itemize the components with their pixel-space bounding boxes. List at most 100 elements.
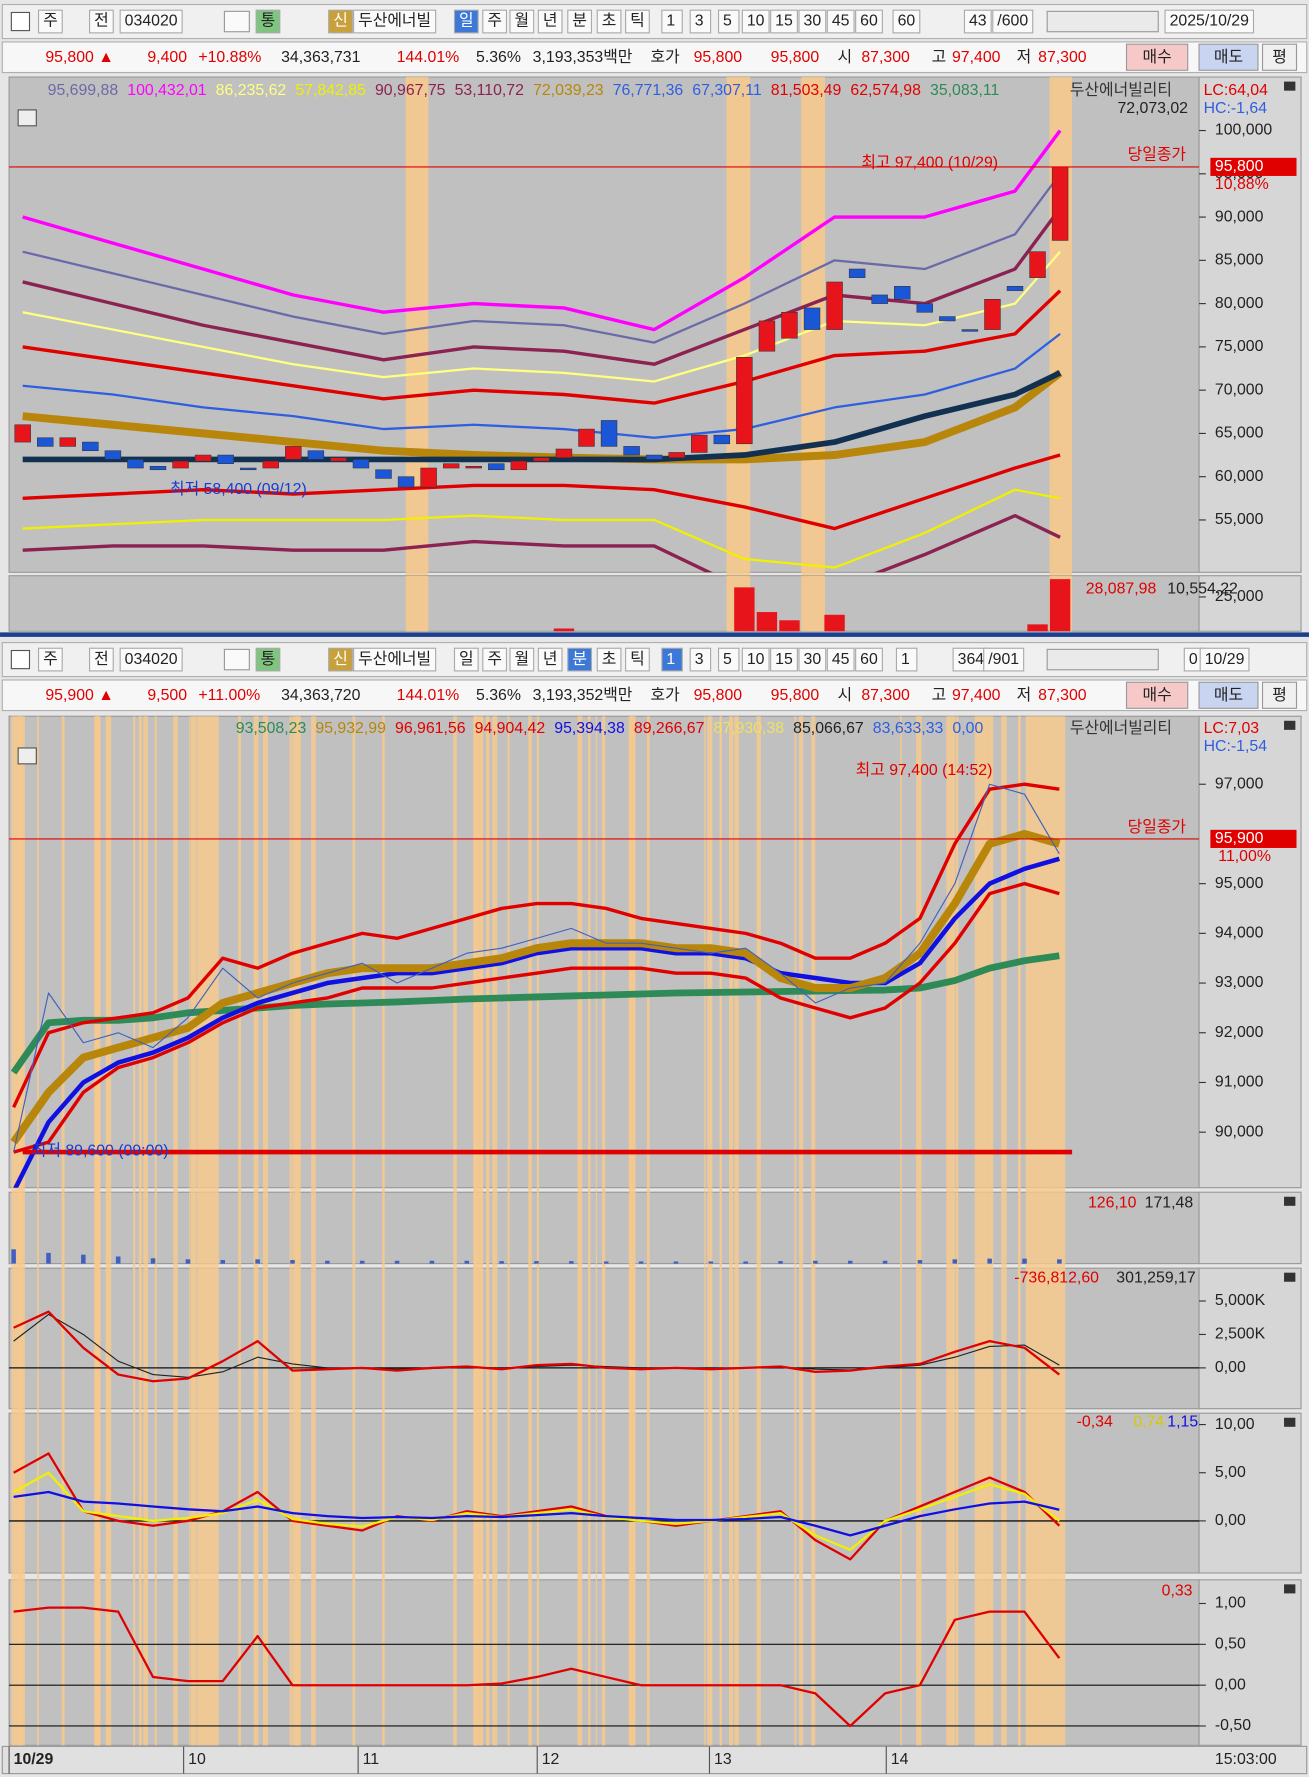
toolbar-label[interactable]: 43 [969, 13, 987, 30]
order-button-label[interactable]: 매수 [1143, 48, 1172, 66]
toolbar-button[interactable] [625, 9, 650, 34]
toolbar-label[interactable]: 364 [958, 651, 985, 668]
order-button-label[interactable]: 매도 [1214, 686, 1243, 704]
toolbar-button[interactable] [567, 647, 593, 672]
toolbar-button[interactable] [328, 9, 353, 34]
toolbar-label[interactable]: 통 [261, 650, 276, 668]
toolbar-label[interactable]: 15 [775, 13, 793, 30]
order-button[interactable] [1261, 681, 1298, 709]
toolbar-button[interactable] [855, 647, 883, 672]
toolbar-button[interactable] [741, 9, 770, 34]
toolbar-label[interactable]: 두산에너빌 [358, 12, 431, 30]
toolbar-button[interactable] [892, 9, 921, 34]
toolbar-button[interactable] [855, 9, 883, 34]
toolbar-button[interactable] [596, 9, 622, 34]
toolbar-button[interactable] [992, 9, 1034, 34]
panel-close[interactable] [1284, 1272, 1296, 1282]
toolbar-button[interactable] [798, 9, 827, 34]
order-button[interactable] [1125, 43, 1189, 71]
toolbar-label[interactable]: 15 [775, 651, 793, 668]
toolbar-label[interactable]: 45 [832, 651, 850, 668]
toolbar-label[interactable]: 주 [487, 13, 502, 30]
toolbar-button[interactable] [567, 9, 593, 34]
order-button[interactable] [1198, 681, 1259, 709]
toolbar-label[interactable]: 월 [515, 12, 530, 30]
toolbar-label[interactable]: 년 [543, 12, 558, 30]
toolbar-label[interactable]: 0 [1189, 651, 1198, 668]
toolbar-label[interactable]: 10 [747, 13, 765, 30]
toolbar-label[interactable]: 5 [723, 13, 732, 30]
toolbar-button[interactable] [798, 647, 827, 672]
toolbar-button[interactable] [119, 9, 183, 34]
order-button[interactable] [1125, 681, 1189, 709]
toolbar-label[interactable]: 3 [695, 651, 704, 668]
toolbar-button[interactable] [826, 647, 855, 672]
toolbar-label[interactable]: 30 [804, 13, 822, 30]
toolbar-button[interactable] [661, 9, 683, 34]
toolbar-label[interactable]: 틱 [630, 12, 645, 30]
search-icon[interactable] [223, 648, 250, 671]
toolbar-label[interactable]: 주 [43, 13, 58, 30]
toolbar-button[interactable] [119, 647, 183, 672]
grid-icon[interactable] [17, 747, 37, 765]
toolbar-button[interactable] [537, 9, 563, 34]
toolbar-label[interactable]: 전 [94, 12, 109, 30]
toolbar-button[interactable] [37, 9, 63, 34]
panel-close[interactable] [1284, 1417, 1296, 1427]
toolbar-label[interactable]: 60 [860, 651, 878, 668]
toolbar-label[interactable]: 두산에너빌 [358, 650, 431, 668]
toolbar-button[interactable] [482, 9, 508, 34]
toolbar-button[interactable] [353, 647, 437, 672]
toolbar-button[interactable] [717, 647, 740, 672]
toolbar-label[interactable]: 분 [572, 13, 587, 30]
toolbar-button[interactable] [353, 9, 437, 34]
toolbar-label[interactable]: 1 [666, 651, 675, 668]
panel-close[interactable] [1284, 720, 1296, 730]
toolbar-button[interactable] [537, 647, 563, 672]
settings-icon[interactable] [1046, 10, 1159, 33]
panel-close[interactable] [1284, 1196, 1296, 1206]
order-button[interactable] [1198, 43, 1259, 71]
toolbar-label[interactable]: 3 [695, 13, 704, 30]
window-icon[interactable] [10, 649, 31, 670]
toolbar-label[interactable]: 년 [543, 650, 558, 668]
toolbar-button[interactable] [255, 647, 281, 672]
toolbar-label[interactable]: 주 [487, 651, 502, 668]
order-button[interactable] [1261, 43, 1298, 71]
toolbar-button[interactable] [895, 647, 918, 672]
settings-icon[interactable] [1046, 648, 1159, 671]
order-button-label[interactable]: 평 [1272, 48, 1287, 66]
toolbar-label[interactable]: 1 [666, 13, 675, 30]
toolbar-button[interactable] [625, 647, 650, 672]
toolbar-label[interactable]: 1 [901, 651, 910, 668]
toolbar-button[interactable] [963, 9, 992, 34]
panel-close[interactable] [1284, 81, 1296, 91]
toolbar-label[interactable]: 전 [94, 650, 109, 668]
toolbar-label[interactable]: 10 [747, 651, 765, 668]
toolbar-button[interactable] [453, 9, 479, 34]
order-button-label[interactable]: 매수 [1143, 686, 1172, 704]
toolbar-label[interactable]: 034020 [125, 13, 178, 30]
order-button-label[interactable]: 매도 [1214, 48, 1243, 66]
toolbar-button[interactable] [453, 647, 479, 672]
toolbar-button[interactable] [509, 647, 535, 672]
toolbar-button[interactable] [88, 9, 114, 34]
toolbar-button[interactable] [689, 647, 712, 672]
toolbar-label[interactable]: 초 [602, 650, 617, 668]
toolbar-label[interactable]: 신 [333, 650, 348, 668]
toolbar-button[interactable] [1199, 647, 1250, 672]
toolbar-label[interactable]: 초 [602, 12, 617, 30]
toolbar-button[interactable] [255, 9, 281, 34]
toolbar-label[interactable]: 30 [804, 651, 822, 668]
toolbar-button[interactable] [88, 647, 114, 672]
panel-close[interactable] [1284, 1584, 1296, 1594]
toolbar-label[interactable]: 60 [898, 13, 916, 30]
toolbar-button[interactable] [689, 9, 712, 34]
toolbar-button[interactable] [1164, 9, 1255, 34]
toolbar-button[interactable] [37, 647, 63, 672]
toolbar-label[interactable]: 일 [459, 12, 474, 30]
toolbar-label[interactable]: 5 [723, 651, 732, 668]
toolbar-button[interactable] [482, 647, 508, 672]
toolbar-button[interactable] [596, 647, 622, 672]
toolbar-label[interactable]: 월 [515, 650, 530, 668]
